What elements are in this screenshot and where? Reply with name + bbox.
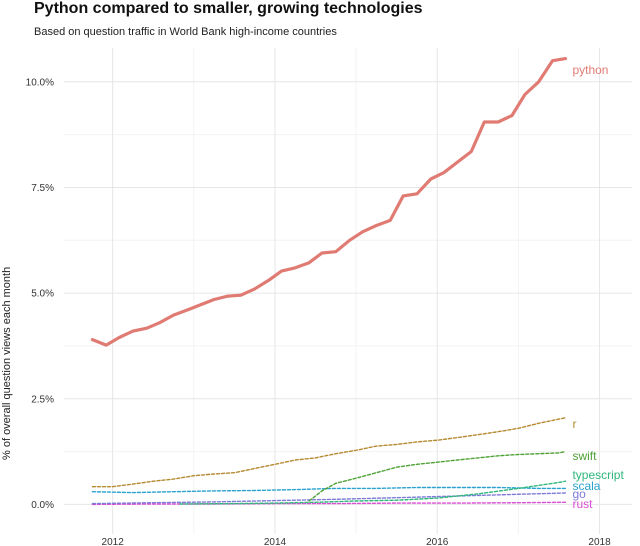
- series-line-swift: [308, 450, 567, 502]
- y-tick-labels: 0.0% 2.5% 5.0% 7.5% 10.0%: [26, 77, 54, 511]
- y-tick-label: 0.0%: [31, 500, 54, 511]
- x-tick-label: 2014: [264, 537, 287, 546]
- series-label-go: go: [572, 487, 586, 501]
- series-label-r: r: [572, 417, 576, 431]
- y-tick-label: 5.0%: [31, 289, 54, 300]
- series-lines: [90, 57, 568, 506]
- y-tick-label: 10.0%: [26, 77, 54, 88]
- x-tick-label: 2016: [426, 537, 449, 546]
- series-line-rust: [91, 501, 567, 506]
- series-line-typescript: [179, 480, 567, 505]
- series-line-go: [91, 492, 567, 505]
- series-label-python: python: [572, 63, 608, 77]
- series-label-swift: swift: [572, 449, 597, 463]
- chart-subtitle: Based on question traffic in World Bank …: [34, 26, 337, 38]
- series-line-scala: [91, 486, 567, 494]
- series-line-python: [90, 57, 568, 347]
- x-tick-label: 2018: [588, 537, 611, 546]
- series-label-typescript: typescript: [572, 468, 624, 482]
- series-line-r: [91, 417, 567, 488]
- chart-title: Python compared to smaller, growing tech…: [34, 0, 423, 17]
- y-tick-label: 2.5%: [31, 394, 54, 405]
- gridlines: [64, 48, 632, 534]
- series-label-scala: scala: [572, 479, 600, 493]
- y-tick-label: 7.5%: [31, 183, 54, 194]
- x-tick-labels: 2012 2014 2016 2018: [102, 537, 612, 546]
- series-label-rust: rust: [572, 497, 593, 511]
- x-tick-label: 2012: [102, 537, 125, 546]
